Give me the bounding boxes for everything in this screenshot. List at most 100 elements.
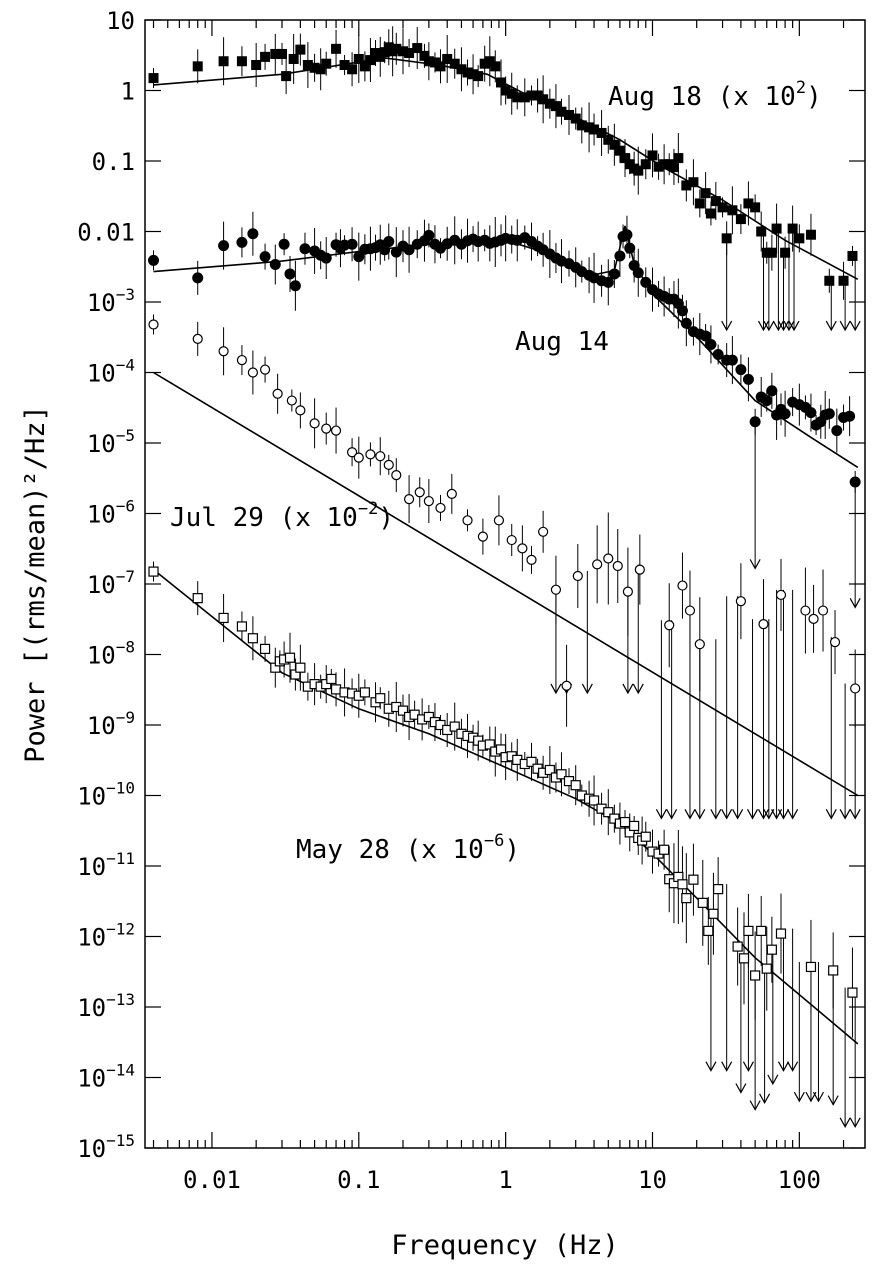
data-point-jul29 [435,502,446,514]
upper-limit-arrowhead [849,320,861,332]
data-point-jul29 [493,515,505,526]
data-point-aug18 [456,64,467,75]
data-point-aug18 [794,233,805,244]
upper-limit-arrowhead [721,1061,733,1072]
data-point-aug14 [614,250,626,262]
y-tick-label: 10−3 [87,285,135,317]
data-point-jul29 [572,570,583,582]
data-point-aug18 [236,56,247,67]
data-point-aug14 [749,416,761,428]
upper-limit-arrowhead [747,809,759,820]
data-point-aug18 [462,67,473,78]
data-point-aug18 [398,46,409,57]
data-point-may28 [588,795,600,806]
data-point-aug18 [780,247,791,258]
data-point-aug18 [653,161,664,172]
upper-limit-arrowhead [777,809,790,820]
data-point-jul29 [477,531,488,542]
upper-limit-arrowhead [793,1091,805,1103]
data-point-aug14 [761,395,773,407]
upper-limit-arrowhead [757,320,770,332]
data-point-jul29 [775,589,787,601]
upper-limit-arrowhead [732,809,744,820]
data-point-may28 [756,925,767,937]
data-point-aug18 [365,55,376,66]
data-point-jul29 [561,680,572,691]
data-point-jul29 [538,526,549,537]
data-point-aug14 [218,240,230,252]
data-point-aug18 [218,56,229,67]
upper-limit-arrowhead [694,809,706,820]
data-point-aug14 [676,305,688,317]
y-tick-label: 10−10 [77,779,135,811]
data-point-may28 [697,897,708,908]
data-point-aug18 [556,106,567,117]
data-point-aug18 [603,134,614,145]
data-point-aug18 [668,162,679,173]
data-point-aug14 [712,349,724,361]
data-point-aug18 [473,71,484,82]
data-point-aug18 [423,56,434,67]
data-point-jul29 [272,388,283,399]
y-tick-label: 10−4 [87,356,135,388]
data-point-aug14 [779,408,791,420]
upper-limit-arrowhead [767,1074,779,1086]
data-point-aug18 [717,202,728,213]
upper-limit-arrowhead [839,809,851,820]
data-point-aug18 [302,59,313,70]
data-point-aug14 [742,373,754,385]
upper-limit-arrowhead [805,1091,817,1103]
y-tick-label: 1 [121,78,135,106]
data-point-aug18 [596,127,607,138]
data-point-aug18 [550,101,561,112]
upper-limit-arrowhead [757,809,770,820]
data-point-jul29 [677,580,688,591]
data-point-aug18 [419,50,430,61]
upper-limit-arrowhead [710,809,722,820]
data-point-aug18 [270,48,281,59]
y-tick-label: 10 [106,7,135,35]
data-point-aug18 [339,59,350,70]
data-point-may28 [259,643,271,655]
data-point-aug18 [570,113,581,124]
x-tick-label: 10 [638,1166,667,1194]
model-line-jul29 [153,371,859,797]
axis-ticks [145,19,865,1149]
data-point-jul29 [684,605,696,616]
data-point-jul29 [850,683,861,694]
data-point-may28 [295,662,306,673]
data-point-jul29 [612,560,623,572]
data-point-aug18 [496,77,507,88]
data-point-aug18 [281,71,292,82]
data-point-aug14 [766,385,778,397]
data-point-aug18 [710,196,721,207]
data-point-aug18 [659,159,670,170]
data-point-jul29 [462,515,473,526]
data-point-aug18 [694,198,705,209]
data-point-aug14 [278,238,290,250]
upper-limit-arrowhead [721,320,733,332]
data-point-jul29 [383,459,394,470]
y-tick-labels: 10 1 0.1 0.01 10−3 10−4 10−5 10−6 10−7 10−8 10−9 10… [77,7,135,1163]
data-point-aug18 [614,145,625,156]
data-point-jul29 [346,447,358,458]
data-point-aug14 [284,268,296,280]
data-point-may28 [326,673,337,685]
y-tick-label: 10−7 [87,567,135,599]
data-point-aug18 [251,59,262,70]
data-point-aug14 [823,408,835,420]
data-point-aug14 [621,229,633,241]
data-point-jul29 [148,319,159,330]
data-point-jul29 [550,584,562,595]
data-point-aug18 [805,229,816,240]
data-point-may28 [629,820,640,832]
annotation-jul29: Jul 29 (x 10−2) [170,499,394,533]
data-point-may28 [423,711,434,723]
data-point-jul29 [694,639,705,650]
data-point-aug18 [468,69,479,80]
data-point-may28 [703,925,714,937]
data-point-may28 [321,679,332,690]
data-point-aug18 [148,73,159,84]
data-point-jul29 [321,423,332,434]
data-point-may28 [192,593,203,604]
